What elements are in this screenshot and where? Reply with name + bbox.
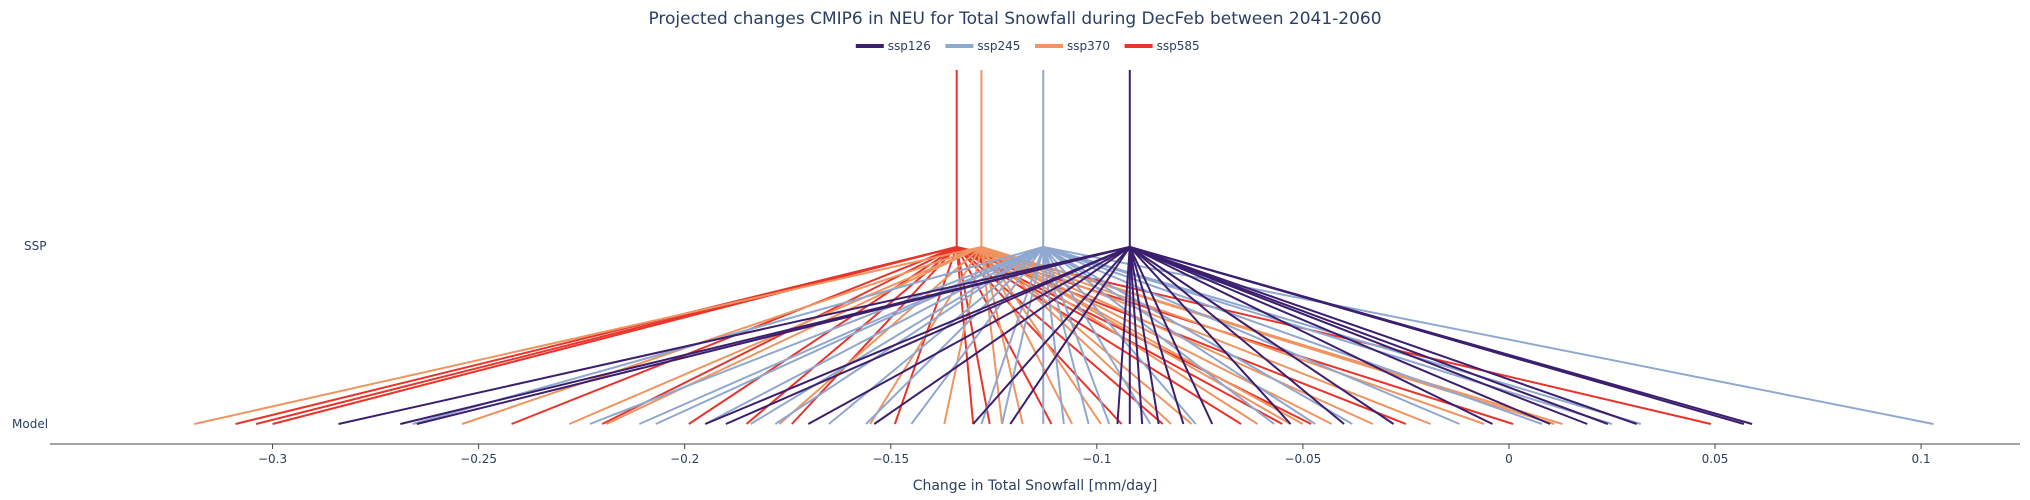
model-line-ssp245-18 <box>1042 246 1275 425</box>
model-line-ssp126-18 <box>1129 246 1493 425</box>
model-line-ssp245-10 <box>980 246 1045 425</box>
series-ssp245 <box>412 70 1934 425</box>
model-line-ssp126-14 <box>1128 246 1214 425</box>
model-line-ssp245-11 <box>1001 246 1045 425</box>
x-axis-title: Change in Total Snowfall [mm/day] <box>913 478 1158 494</box>
chart-title: Projected changes CMIP6 in NEU for Total… <box>648 9 1381 29</box>
model-line-ssp370-3 <box>605 246 982 425</box>
x-tick-label: −0.3 <box>258 452 287 466</box>
legend-label-ssp245: ssp245 <box>977 39 1020 53</box>
model-line-ssp126-0 <box>338 246 1131 425</box>
model-line-ssp585-9 <box>955 246 975 425</box>
model-line-ssp245-3 <box>655 246 1044 425</box>
model-line-ssp370-1 <box>461 246 982 425</box>
model-line-ssp245-20 <box>1042 246 1353 425</box>
model-line-ssp245-4 <box>704 246 1044 425</box>
model-line-ssp245-9 <box>910 246 1045 425</box>
model-line-ssp370-12 <box>980 246 1193 425</box>
model-line-ssp370-15 <box>980 246 1304 425</box>
legend-label-ssp126: ssp126 <box>888 39 931 53</box>
plot-area <box>194 70 1934 425</box>
model-line-ssp245-17 <box>1042 246 1197 425</box>
x-tick-label: −0.2 <box>670 452 699 466</box>
model-line-ssp126-5 <box>807 246 1131 425</box>
model-line-ssp126-3 <box>704 246 1131 425</box>
model-line-ssp585-13 <box>956 246 1164 425</box>
x-tick-label: −0.15 <box>872 452 909 466</box>
model-line-ssp126-2 <box>416 246 1131 425</box>
model-line-ssp370-19 <box>981 246 1485 425</box>
legend-item-ssp245[interactable]: ssp245 <box>945 39 1020 53</box>
legend-item-ssp370[interactable]: ssp370 <box>1035 39 1110 53</box>
model-line-ssp245-22 <box>1042 246 1543 425</box>
model-line-ssp245-2 <box>638 246 1044 425</box>
series-ssp370 <box>194 70 1563 425</box>
model-line-ssp126-12 <box>1128 246 1160 425</box>
model-line-ssp245-14 <box>1042 246 1090 425</box>
model-line-ssp126-17 <box>1129 246 1395 425</box>
x-axis-ticks: −0.3 −0.25 −0.2 −0.15 −0.1 −0.05 0 0.05 0.1 <box>258 444 1931 466</box>
model-line-ssp126-21 <box>1129 246 1609 425</box>
model-line-ssp126-4 <box>725 246 1131 425</box>
model-line-ssp126-22 <box>1129 246 1638 425</box>
model-line-ssp370-18 <box>981 246 1432 425</box>
legend: ssp126 ssp245 ssp370 ssp585 <box>855 39 1200 53</box>
model-line-ssp126-6 <box>873 246 1131 425</box>
model-line-ssp370-0 <box>194 246 982 425</box>
legend-label-ssp370: ssp370 <box>1067 39 1110 53</box>
x-tick-label: −0.25 <box>460 452 497 466</box>
model-line-ssp245-13 <box>1042 246 1065 425</box>
model-line-ssp245-21 <box>1042 246 1460 425</box>
series-ssp126 <box>338 70 1753 425</box>
x-tick-label: 0.1 <box>1912 452 1931 466</box>
y-category-label-ssp: SSP <box>24 239 46 253</box>
model-line-ssp126-24 <box>1129 246 1753 425</box>
model-line-ssp585-11 <box>955 246 1053 425</box>
x-tick-label: 0 <box>1505 452 1513 466</box>
x-tick-label: −0.05 <box>1284 452 1321 466</box>
model-line-ssp126-15 <box>1129 246 1292 425</box>
y-category-label-model: Model <box>12 417 48 431</box>
model-line-ssp245-1 <box>589 246 1044 425</box>
legend-item-ssp585[interactable]: ssp585 <box>1124 39 1200 53</box>
model-line-ssp245-15 <box>1042 246 1111 425</box>
model-line-ssp126-13 <box>1128 246 1185 425</box>
model-line-ssp126-16 <box>1129 246 1345 425</box>
series-ssp585 <box>235 70 1712 425</box>
x-tick-label: −0.1 <box>1082 452 1111 466</box>
model-line-ssp585-2 <box>272 246 957 425</box>
model-line-ssp370-4 <box>778 246 983 425</box>
model-line-ssp126-19 <box>1129 246 1551 425</box>
model-line-ssp126-9 <box>1116 246 1131 425</box>
model-line-ssp126-20 <box>1129 246 1588 425</box>
model-line-ssp126-7 <box>972 246 1131 425</box>
legend-item-ssp126[interactable]: ssp126 <box>855 39 931 53</box>
model-line-ssp126-8 <box>1009 246 1131 425</box>
model-line-ssp126-11 <box>1128 246 1144 425</box>
x-tick-label: 0.05 <box>1702 452 1729 466</box>
legend-label-ssp585: ssp585 <box>1157 39 1200 53</box>
